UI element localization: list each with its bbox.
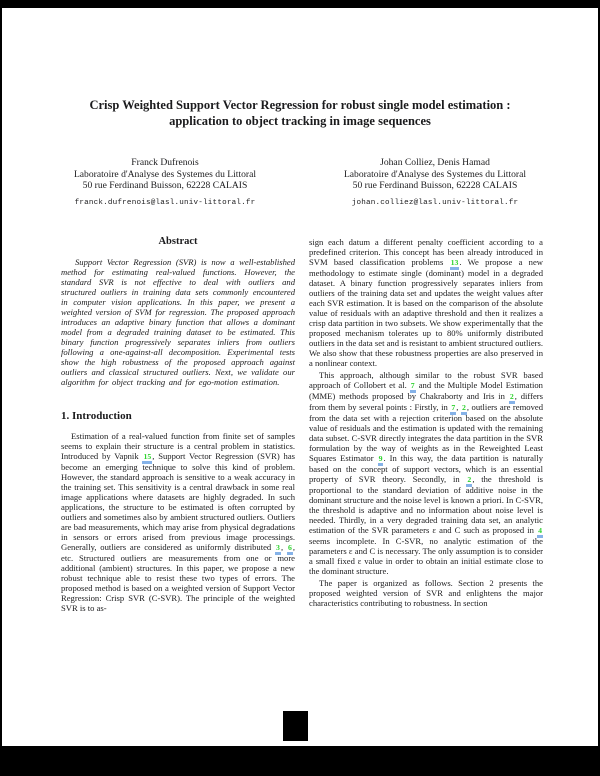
citation-link[interactable]: 2	[460, 403, 467, 415]
citation-link[interactable]: 2	[466, 475, 473, 487]
abstract-heading: Abstract	[158, 236, 198, 247]
canvas-top-bar	[0, 0, 600, 8]
author-block-left: Franck Dufrenois Laboratoire d'Analyse d…	[30, 157, 300, 209]
paper-title: Crisp Weighted Support Vector Regression…	[45, 97, 555, 129]
author-email: franck.dufrenois@lasl.univ-littoral.fr	[74, 198, 256, 207]
citation-link[interactable]: 15	[142, 452, 153, 464]
canvas-left-bar	[0, 0, 2, 776]
two-column-body: Abstract Support Vector Regression (SVR)…	[61, 236, 543, 613]
intro-paragraph: Estimation of a real-valued function fro…	[61, 431, 295, 613]
author-email: johan.colliez@lasl.univ-littoral.fr	[351, 198, 519, 207]
body-paragraph: The paper is organized as follows. Secti…	[309, 578, 543, 608]
citation-link[interactable]: 7	[409, 381, 416, 393]
citation-link[interactable]: 2	[508, 392, 515, 404]
section-heading-introduction: 1. Introduction	[61, 410, 132, 422]
author-row: Franck Dufrenois Laboratoire d'Analyse d…	[30, 157, 570, 209]
abstract-paragraph: Support Vector Regression (SVR) is now a…	[61, 257, 295, 387]
citation-link[interactable]: 9	[377, 454, 384, 466]
right-column: sign each datum a different penalty coef…	[309, 237, 543, 613]
body-paragraph: sign each datum a different penalty coef…	[309, 237, 543, 368]
page-number-box	[283, 711, 308, 741]
author-name: Franck Dufrenois	[131, 157, 199, 168]
citation-link[interactable]: 3	[275, 543, 281, 555]
author-address: 50 rue Ferdinand Buisson, 62228 CALAIS	[82, 180, 248, 192]
body-paragraph: This approach, although similar to the r…	[309, 370, 544, 576]
author-lab: Laboratoire d'Analyse des Systemes du Li…	[73, 168, 257, 180]
paper-title-line1: Crisp Weighted Support Vector Regression…	[89, 98, 511, 112]
canvas-right-bar	[598, 0, 600, 776]
citation-link[interactable]: 13	[449, 258, 460, 270]
author-address: 50 rue Ferdinand Buisson, 62228 CALAIS	[352, 180, 518, 192]
paper-title-line2: application to object tracking in image …	[169, 114, 431, 128]
citation-link[interactable]: 6	[286, 543, 293, 555]
citation-link[interactable]: 4	[537, 526, 543, 538]
citation-link[interactable]: 7	[450, 403, 457, 415]
left-column: Abstract Support Vector Regression (SVR)…	[61, 236, 295, 613]
canvas-bottom-bar	[0, 746, 600, 776]
author-name: Johan Colliez, Denis Hamad	[380, 157, 490, 168]
author-lab: Laboratoire d'Analyse des Systemes du Li…	[343, 168, 527, 180]
author-block-right: Johan Colliez, Denis Hamad Laboratoire d…	[300, 157, 570, 209]
